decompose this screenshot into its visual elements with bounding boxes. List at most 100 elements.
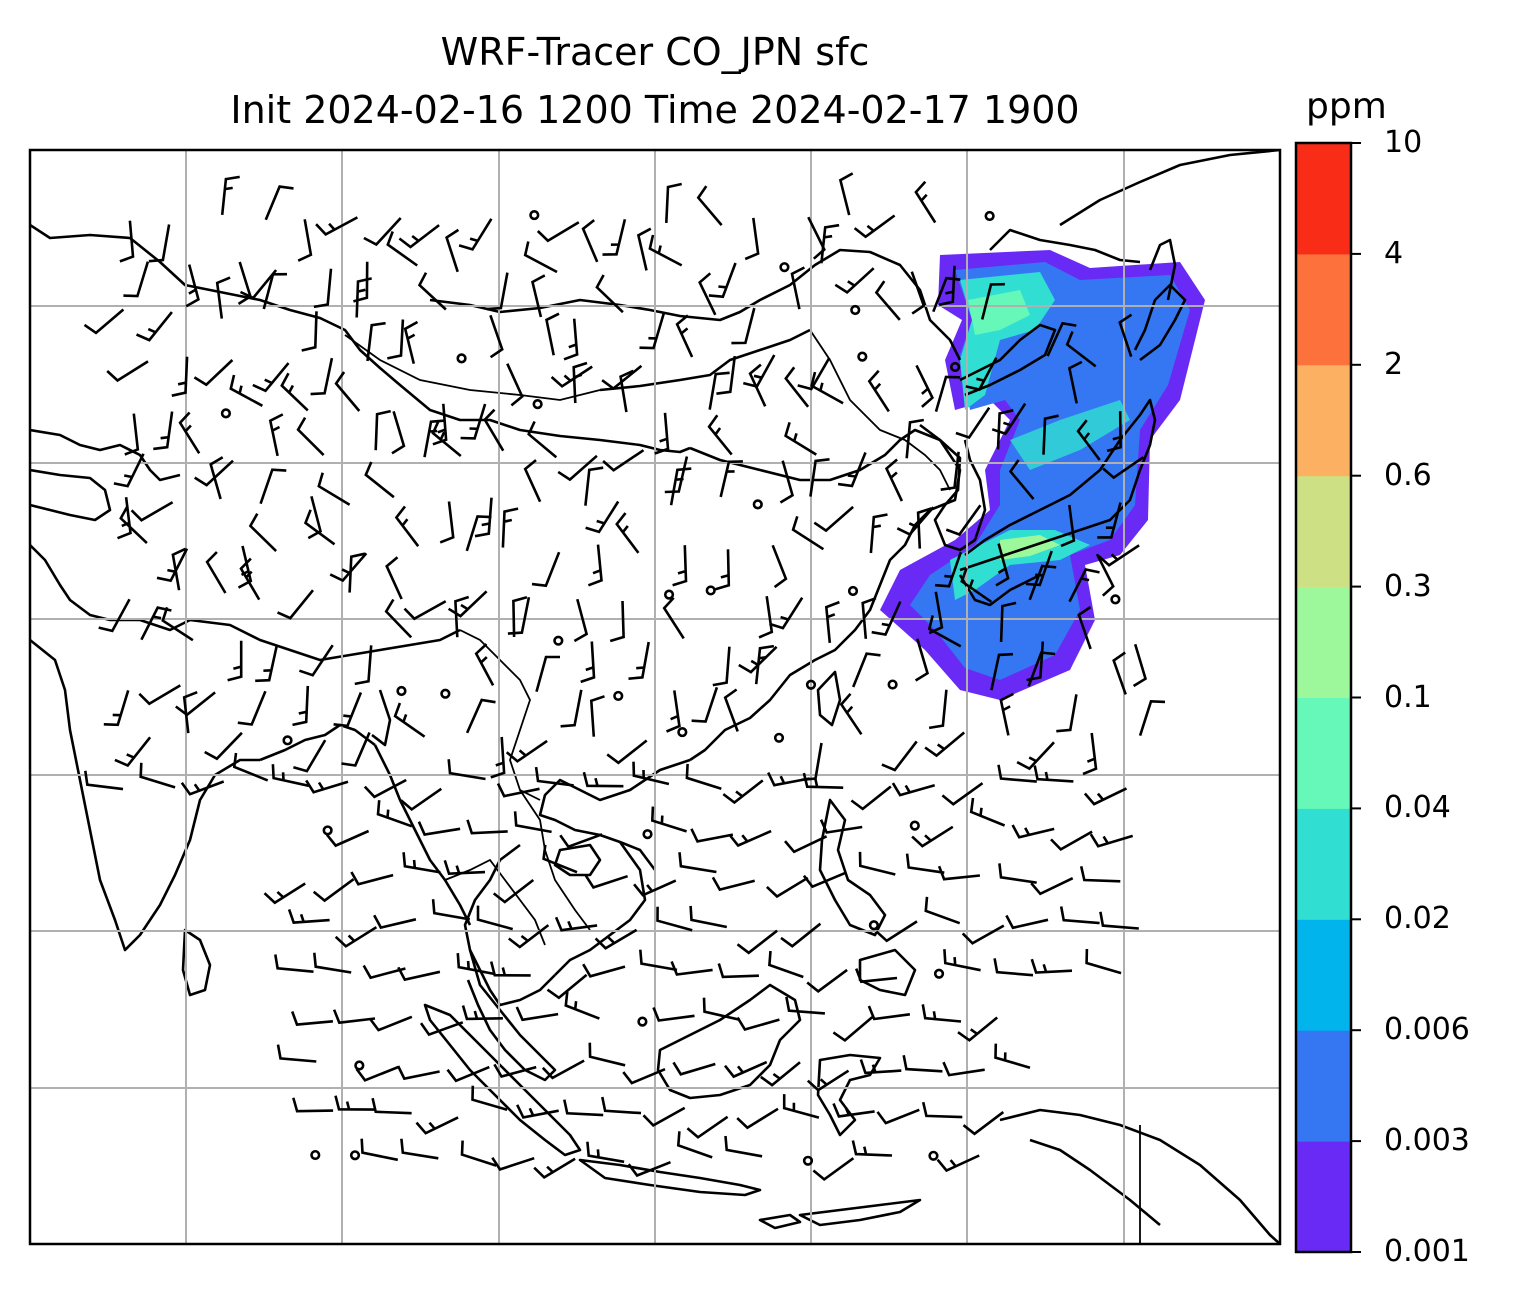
wind-barb (914, 638, 930, 682)
wind-barb (204, 731, 243, 761)
wind-barb (471, 1085, 508, 1111)
wind-barb (832, 1016, 874, 1043)
wind-barb (83, 308, 125, 335)
coast-borneo (656, 983, 802, 1100)
map-frame (28, 148, 1282, 1246)
wind-barb (905, 418, 925, 459)
wind-barb (560, 689, 583, 728)
wind-barb (292, 1097, 334, 1113)
wind-barb (334, 371, 361, 412)
wind-barb (1016, 741, 1055, 771)
plot-title-line1: WRF-Tracer CO_JPN sfc (440, 30, 870, 74)
wind-barb (123, 261, 150, 298)
coast-okhotsk (989, 228, 1141, 264)
wind-barb (924, 896, 961, 925)
wind-barb (1005, 914, 1049, 930)
wind-barb (632, 761, 670, 786)
wind-barb (474, 497, 493, 538)
wind-barb (601, 364, 643, 391)
coast-timor (798, 1198, 922, 1227)
wind-barb (1050, 830, 1093, 852)
wind-barb (780, 922, 822, 948)
wind-barb (431, 419, 462, 458)
wind-barb (921, 1004, 962, 1023)
wind-barb (446, 1065, 490, 1083)
wind-barb (891, 782, 936, 797)
calm-wind-marker (637, 1016, 648, 1027)
wind-barb (702, 997, 740, 1021)
border-china-mongolia (344, 334, 601, 401)
wind-barb (298, 644, 334, 677)
wind-barb (896, 506, 935, 537)
wind-barb (723, 1060, 768, 1079)
wind-barb (84, 770, 124, 791)
coast-afghan (30, 544, 191, 632)
calm-wind-marker (220, 408, 232, 419)
wind-barb (546, 973, 588, 1000)
wind-barb (1056, 694, 1078, 733)
wind-barb (354, 645, 373, 686)
wind-barb (723, 688, 739, 732)
wind-barb (652, 1007, 695, 1022)
calm-wind-marker (440, 688, 451, 699)
wind-barb (760, 1061, 801, 1087)
wind-barb (584, 466, 604, 506)
colorbar-band (1296, 1141, 1351, 1253)
wind-barb (394, 505, 420, 547)
wind-barb (672, 1061, 716, 1076)
wind-barb (461, 1005, 503, 1021)
wind-barb (854, 968, 898, 984)
wind-barb (515, 1006, 559, 1022)
colorbar-band (1296, 919, 1351, 1031)
wind-barb (999, 601, 1017, 643)
wind-barb (1138, 699, 1166, 736)
wind-barb (851, 652, 881, 688)
wind-barb (675, 314, 694, 358)
wind-barb (557, 454, 598, 482)
wind-barb (858, 851, 896, 876)
wind-barb (268, 413, 284, 457)
wind-barb (363, 217, 402, 247)
wind-barb (1085, 948, 1122, 975)
coast-lesser-sunda (758, 1213, 802, 1230)
wind-barb (802, 772, 844, 789)
wind-barb (1083, 787, 1128, 806)
wind-barb (255, 644, 279, 683)
wind-barb (373, 914, 417, 930)
wind-barb (492, 878, 535, 904)
border-laos (519, 789, 591, 931)
wind-barb (460, 403, 487, 440)
wind-barb (881, 740, 918, 772)
wind-barb (385, 556, 403, 600)
wind-barb (594, 928, 638, 950)
calm-wind-marker (984, 210, 995, 222)
wind-barb (859, 1059, 902, 1075)
wind-barb (676, 1131, 713, 1159)
colorbar-band (1296, 586, 1351, 698)
wind-barb (534, 766, 574, 787)
wind-barb (333, 692, 363, 728)
wind-barb (252, 362, 290, 393)
wind-barb (387, 319, 405, 360)
wind-barb (180, 780, 225, 796)
wind-barb (955, 406, 991, 440)
wind-barb (914, 180, 937, 224)
wind-barb (633, 879, 677, 897)
wind-barb (350, 871, 394, 886)
wind-barb (400, 1138, 439, 1160)
wind-barb (820, 223, 840, 264)
calm-wind-marker (850, 304, 861, 316)
wind-barb (564, 991, 600, 1020)
wind-barb (602, 449, 645, 472)
wind-barb (595, 274, 624, 314)
wind-barb (715, 549, 731, 591)
calm-wind-marker (950, 361, 961, 373)
calm-wind-marker (529, 209, 540, 221)
calm-wind-marker (642, 829, 653, 840)
coast-vietnam (554, 841, 647, 976)
coast-new-guinea (999, 1108, 1280, 1244)
wind-barb (736, 929, 778, 955)
wind-barb (871, 601, 902, 636)
wind-barb (119, 220, 135, 263)
calm-wind-marker (752, 499, 763, 510)
